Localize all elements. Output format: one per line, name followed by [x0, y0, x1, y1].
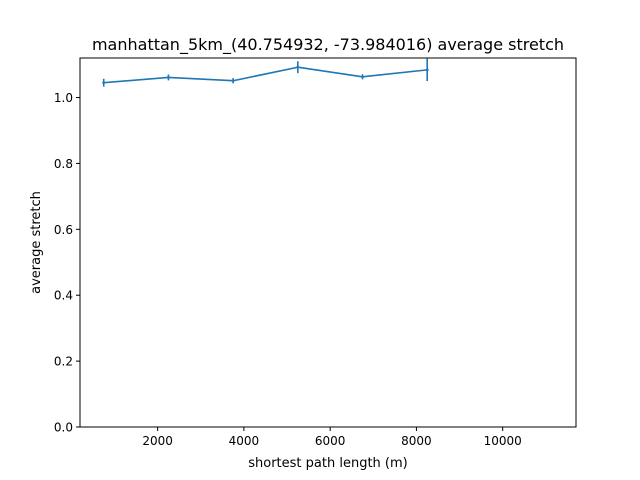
- x-tick-label: 4000: [229, 434, 260, 448]
- x-axis-label: shortest path length (m): [248, 456, 407, 471]
- x-tick-label: 8000: [401, 434, 432, 448]
- y-tick-label: 0.2: [54, 355, 73, 369]
- x-tick-label: 2000: [142, 434, 173, 448]
- y-tick-label: 1.0: [54, 91, 73, 105]
- y-tick-label: 0.4: [54, 289, 73, 303]
- plot-area: [102, 58, 429, 87]
- x-tick-label: 10000: [484, 434, 522, 448]
- y-tick-label: 0.0: [54, 421, 73, 435]
- y-tick-label: 0.6: [54, 223, 73, 237]
- y-axis-label: average stretch: [29, 191, 44, 294]
- axes-frame: [79, 57, 577, 428]
- y-tick-label: 0.8: [54, 157, 73, 171]
- x-tick-label: 6000: [315, 434, 346, 448]
- chart-title: manhattan_5km_(40.754932, -73.984016) av…: [92, 35, 564, 55]
- x-axis-ticks: 2000 4000 6000 8000 10000: [142, 427, 522, 448]
- series-line: [103, 66, 428, 84]
- y-axis-ticks: 0.0 0.2 0.4 0.6 0.8 1.0: [54, 91, 80, 435]
